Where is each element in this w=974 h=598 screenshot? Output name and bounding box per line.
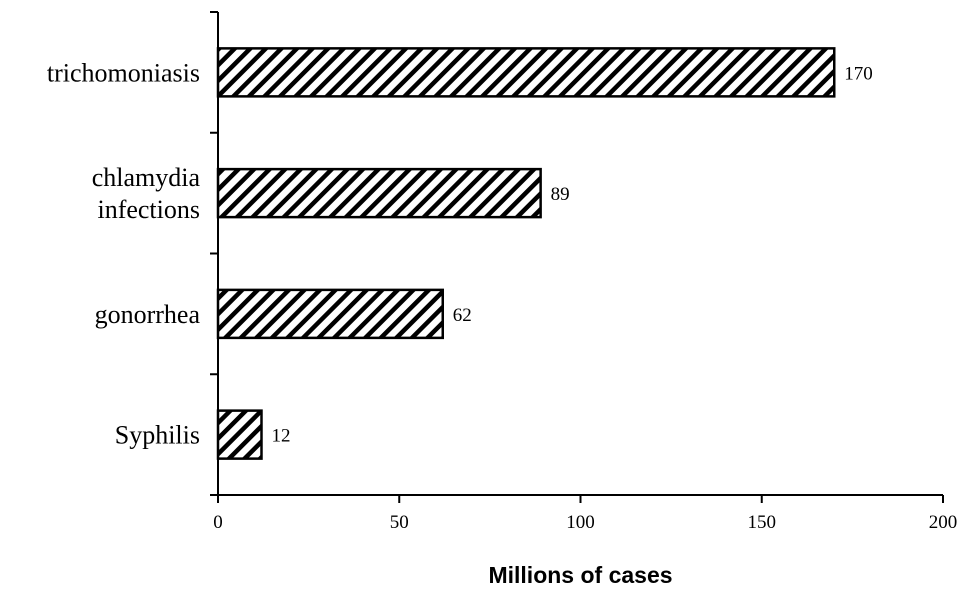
- x-tick-label: 50: [390, 512, 409, 533]
- x-tick-label: 200: [929, 512, 958, 533]
- category-label: Syphilis: [115, 421, 200, 450]
- bar: [216, 47, 836, 98]
- axes: [210, 11, 944, 503]
- category-label: trichomoniasis: [47, 58, 200, 87]
- bar: [216, 409, 263, 460]
- bars: [216, 47, 836, 460]
- data-label: 89: [551, 184, 570, 205]
- x-tick-label: 100: [566, 512, 595, 533]
- category-label: chlamydia infections: [92, 163, 201, 224]
- data-label: 62: [453, 305, 472, 326]
- category-label: gonorrhea: [95, 300, 201, 329]
- data-label: 170: [844, 63, 873, 84]
- bar: [216, 288, 444, 340]
- bar: [216, 167, 542, 219]
- labels: 170 trichomoniasis 89 chlamydia infections 62…: [47, 58, 957, 533]
- x-tick-label: 0: [213, 512, 223, 533]
- x-tick-label: 150: [748, 512, 777, 533]
- x-axis-title: Millions of cases: [488, 562, 672, 588]
- data-label: 12: [272, 426, 291, 447]
